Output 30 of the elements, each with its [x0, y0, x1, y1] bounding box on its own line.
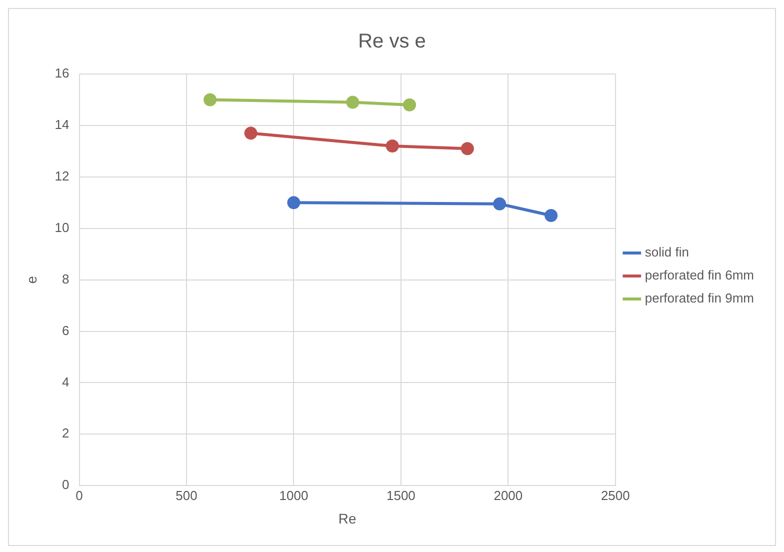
y-tick-label: 2: [62, 426, 70, 441]
point: [544, 208, 558, 222]
point: [244, 126, 258, 140]
x-tick-label: 0: [76, 488, 83, 503]
y-tick-label: 12: [54, 168, 70, 184]
x-tick-label: 2500: [600, 488, 630, 503]
x-tick-label: 1500: [386, 488, 416, 503]
point: [403, 98, 416, 112]
point: [287, 196, 300, 210]
x-tick-label: 500: [176, 488, 198, 503]
y-tick-label: 0: [62, 477, 70, 492]
legend-label: perforated fin 9mm: [644, 290, 754, 306]
y-tick-label: 14: [54, 117, 70, 132]
point: [386, 140, 399, 153]
y-tick-label: 10: [54, 220, 70, 235]
point: [204, 93, 217, 106]
x-tick-label: 1000: [279, 488, 308, 503]
point: [493, 197, 506, 210]
point: [460, 142, 474, 156]
legend-label: solid fin: [644, 244, 689, 260]
y-tick-label: 4: [62, 374, 70, 390]
point: [346, 96, 360, 109]
y-tick-label: 8: [62, 271, 70, 286]
chart-title: Re vs e: [358, 30, 426, 53]
x-axis-title: Re: [338, 510, 356, 526]
x-tick-label: 2000: [494, 488, 523, 503]
y-axis-title: e: [23, 276, 40, 284]
y-tick-label: 16: [54, 66, 70, 81]
y-tick-label: 6: [62, 322, 70, 338]
legend-label: perforated fin 6mm: [644, 268, 754, 283]
